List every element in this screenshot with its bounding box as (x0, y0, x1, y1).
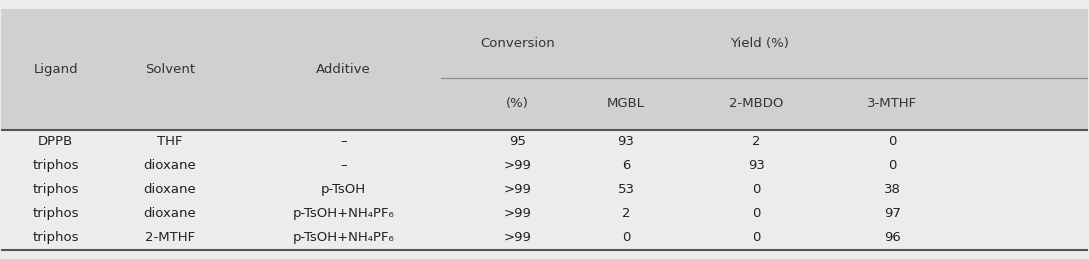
Text: 95: 95 (509, 135, 526, 148)
Text: triphos: triphos (33, 183, 78, 196)
Text: 6: 6 (622, 159, 631, 172)
Text: Yield (%): Yield (%) (730, 37, 788, 50)
Text: 3-MTHF: 3-MTHF (867, 97, 917, 110)
Text: triphos: triphos (33, 207, 78, 220)
Text: 2-MTHF: 2-MTHF (145, 231, 195, 244)
Text: 0: 0 (752, 183, 760, 196)
Text: 2: 2 (752, 135, 760, 148)
Text: 93: 93 (748, 159, 764, 172)
Text: 97: 97 (883, 207, 901, 220)
Text: >99: >99 (503, 159, 531, 172)
Text: >99: >99 (503, 207, 531, 220)
Text: 53: 53 (617, 183, 635, 196)
Text: triphos: triphos (33, 231, 78, 244)
Text: –: – (340, 159, 347, 172)
Text: Additive: Additive (316, 63, 371, 76)
Text: 93: 93 (617, 135, 635, 148)
Text: Ligand: Ligand (34, 63, 78, 76)
Text: dioxane: dioxane (144, 207, 196, 220)
Text: 0: 0 (888, 159, 896, 172)
Text: 0: 0 (752, 231, 760, 244)
Text: triphos: triphos (33, 159, 78, 172)
Text: p-TsOH+NH₄PF₆: p-TsOH+NH₄PF₆ (293, 207, 394, 220)
Text: >99: >99 (503, 231, 531, 244)
Text: 2-MBDO: 2-MBDO (730, 97, 783, 110)
Bar (1, 9, 1088, 130)
Text: 0: 0 (752, 207, 760, 220)
Text: 96: 96 (883, 231, 901, 244)
Text: –: – (340, 135, 347, 148)
Text: dioxane: dioxane (144, 159, 196, 172)
Text: >99: >99 (503, 183, 531, 196)
Text: p-TsOH: p-TsOH (321, 183, 366, 196)
Text: dioxane: dioxane (144, 183, 196, 196)
Text: p-TsOH+NH₄PF₆: p-TsOH+NH₄PF₆ (293, 231, 394, 244)
Text: THF: THF (157, 135, 183, 148)
Text: DPPB: DPPB (38, 135, 73, 148)
Text: 0: 0 (622, 231, 631, 244)
Text: 38: 38 (883, 183, 901, 196)
Text: Conversion: Conversion (480, 37, 554, 50)
Text: MGBL: MGBL (607, 97, 645, 110)
Text: (%): (%) (506, 97, 529, 110)
Text: 0: 0 (888, 135, 896, 148)
Text: 2: 2 (622, 207, 631, 220)
Text: Solvent: Solvent (145, 63, 195, 76)
